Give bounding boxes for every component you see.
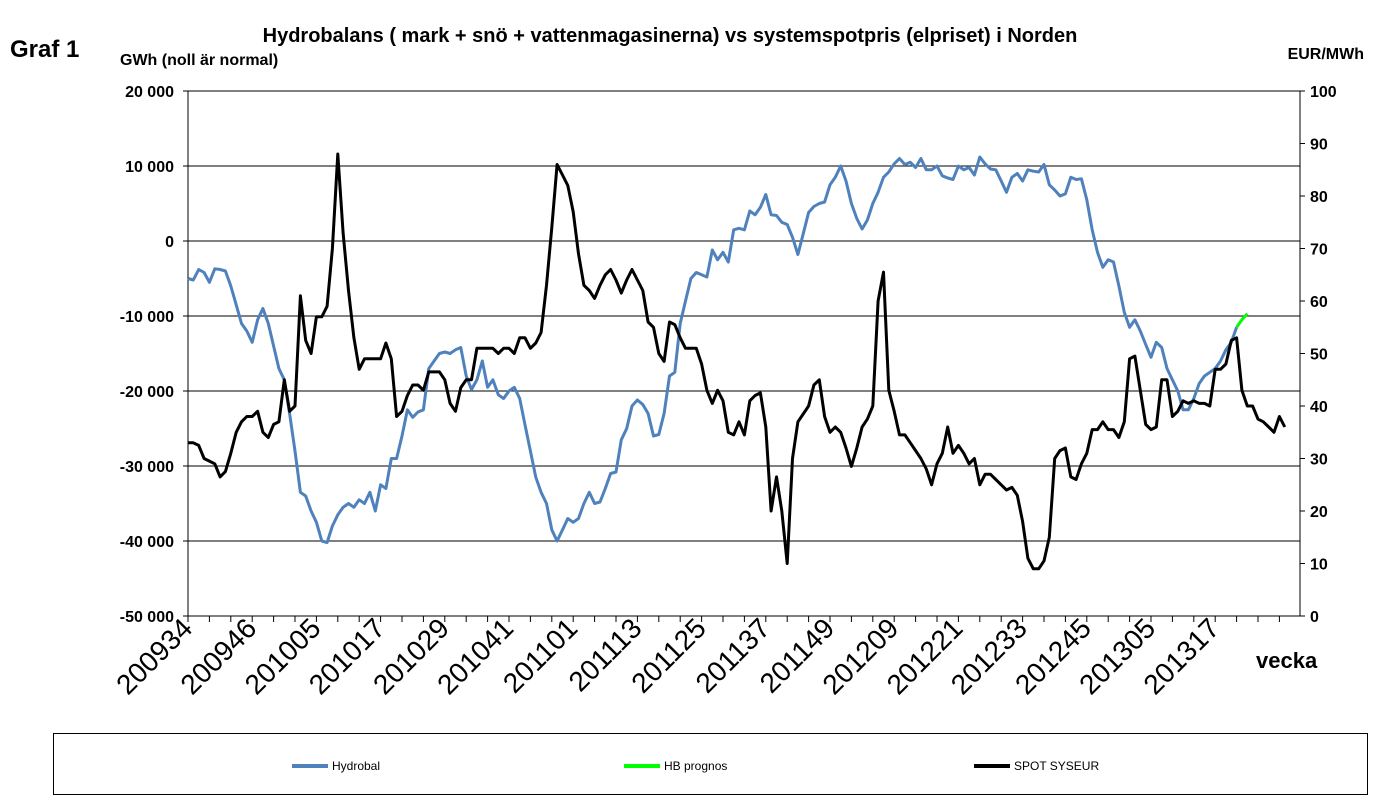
chart-title: Hydrobalans ( mark + snö + vattenmagasin…	[262, 25, 1078, 47]
y-right-tick-label: 60	[1310, 294, 1328, 311]
y-left-tick-label: 20 000	[125, 84, 174, 101]
y-left-tick-label: -30 000	[120, 459, 174, 476]
y-left-tick-label: -10 000	[120, 309, 174, 326]
y-right-tick-label: 10	[1310, 557, 1328, 574]
legend-item-prognos: HB prognos	[624, 759, 727, 773]
y-right-tick-label: 80	[1310, 189, 1328, 206]
y-right-tick-label: 30	[1310, 452, 1328, 469]
y-right-tick-label: 90	[1310, 137, 1328, 154]
legend-swatch-prognos	[624, 764, 660, 768]
figure-label: Graf 1	[10, 36, 80, 63]
y-left-tick-label: -20 000	[120, 384, 174, 401]
legend-label-hydrobal: Hydrobal	[332, 759, 381, 773]
y-axis-left-label: GWh (noll är normal)	[120, 52, 279, 69]
y-right-tick-label: 0	[1310, 609, 1319, 626]
legend-swatch-hydrobal	[292, 764, 328, 768]
y-left-tick-label: -50 000	[120, 609, 174, 626]
legend-swatch-spot	[974, 764, 1010, 768]
legend-item-spot: SPOT SYSEUR	[974, 759, 1099, 773]
series-line-hb-prognos	[1235, 312, 1249, 329]
series-line-hydrobal	[187, 155, 1239, 544]
chart-plot: 20 000 10 000 0 -10 000 -20 000 -30 000 -40 00…	[110, 84, 1337, 700]
y-axis-right-label: EUR/MWh	[1287, 46, 1364, 63]
y-left-tick-label: 10 000	[125, 159, 174, 176]
y-right-tick-label: 20	[1310, 504, 1328, 521]
legend-label-spot: SPOT SYSEUR	[1014, 759, 1100, 773]
y-left-tick-label: -40 000	[120, 534, 174, 551]
legend-item-hydrobal: Hydrobal	[292, 759, 380, 773]
y-left-tick-label: 0	[165, 234, 174, 251]
y-right-tick-label: 40	[1310, 399, 1328, 416]
y-right-tick-label: 100	[1310, 84, 1337, 101]
x-axis-label: vecka	[1256, 648, 1318, 673]
y-right-tick-label: 50	[1310, 347, 1328, 364]
legend-label-prognos: HB prognos	[664, 759, 728, 773]
series-line-spot-syseur	[188, 152, 1287, 571]
legend: Hydrobal HB prognos SPOT SYSEUR	[53, 733, 1368, 795]
y-right-tick-label: 70	[1310, 242, 1328, 259]
